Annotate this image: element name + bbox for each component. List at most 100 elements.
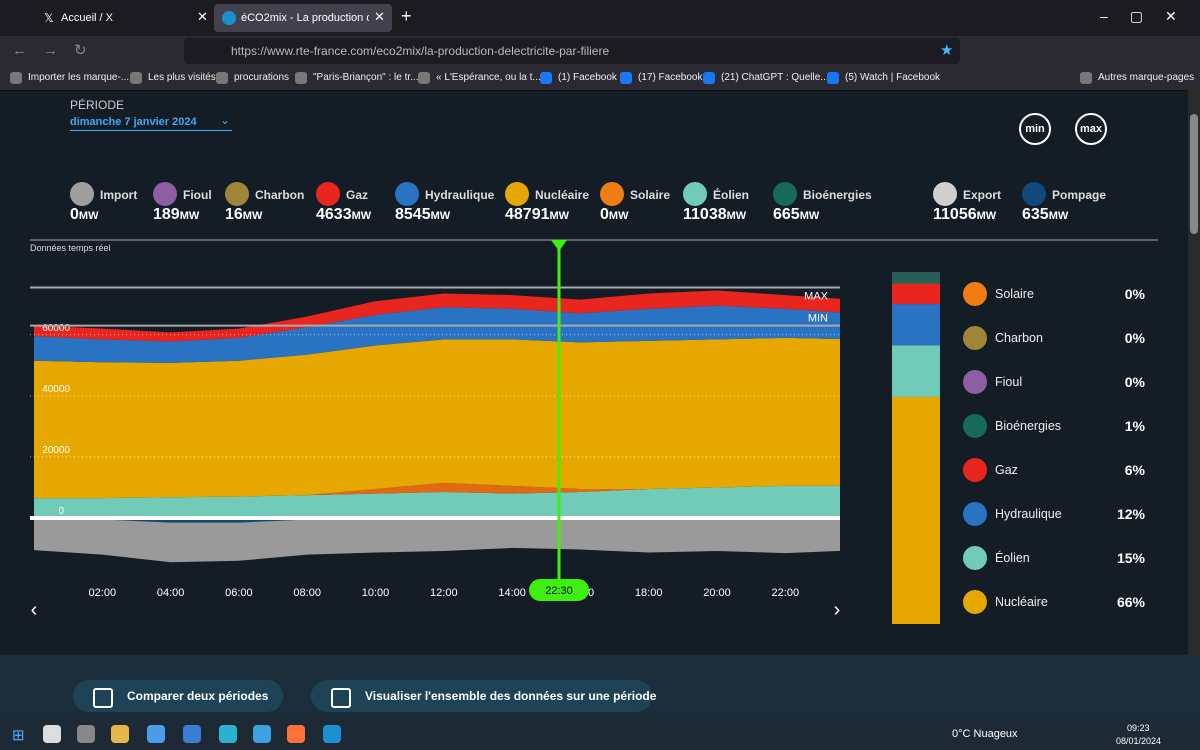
reference-label: MIN [808, 313, 828, 325]
x-tick-label: 22:00 [772, 587, 800, 599]
source-value: 189MW [153, 206, 199, 224]
taskbar-app[interactable] [111, 725, 129, 743]
chevron-left: ‹ [31, 599, 38, 621]
source-icon [395, 182, 419, 206]
taskbar-app[interactable] [77, 725, 95, 743]
window-controls[interactable]: –▢✕ [1100, 8, 1199, 24]
tab-icon: 𝕏 [44, 11, 54, 25]
mix-icon [963, 370, 987, 394]
taskbar: ⊞ 0°C Nuageux 09:23 08/01/2024 [0, 718, 1200, 750]
nav-buttons[interactable]: ←→↻ [12, 42, 103, 59]
bookmark[interactable]: (1) Facebook [558, 72, 617, 83]
taskbar-app[interactable] [253, 725, 271, 743]
value: 0 [600, 206, 609, 223]
bookmark-star[interactable]: ★ [940, 42, 954, 59]
mix-value: 66% [1116, 594, 1145, 610]
taskbar-app[interactable] [43, 725, 61, 743]
bookmark-icon [130, 72, 142, 84]
mix-name: Nucléaire [995, 595, 1048, 609]
min-button[interactable]: min [1019, 113, 1051, 145]
bookmark[interactable]: "Paris-Briançon" : le tr... [313, 72, 419, 83]
bookmark-icon [703, 72, 715, 84]
source-value: 0MW [70, 206, 98, 224]
taskbar-app[interactable] [219, 725, 237, 743]
taskbar-app[interactable] [147, 725, 165, 743]
scrollbar[interactable] [1188, 90, 1200, 655]
date: 08/01/2024 [1116, 736, 1162, 746]
close-tab[interactable]: ✕ [197, 9, 208, 24]
mix-value: 1% [1124, 418, 1145, 434]
source-value: 11038MW [683, 206, 746, 224]
bookmark[interactable]: Importer les marque-... [28, 72, 130, 83]
source-name: Fioul [183, 188, 212, 202]
scroll-thumb[interactable] [1190, 114, 1198, 234]
action-button[interactable]: Comparer deux périodes [73, 680, 283, 712]
area-4 [34, 290, 840, 342]
bookmark[interactable]: Les plus visités [148, 72, 216, 83]
source-icon [773, 182, 797, 206]
mix-name: Hydraulique [995, 507, 1062, 521]
mix-segment [892, 345, 940, 397]
bookmark[interactable]: (21) ChatGPT : Quelle... [721, 72, 829, 83]
tab[interactable] [36, 4, 212, 32]
source-icon [505, 182, 529, 206]
start-button[interactable]: ⊞ [12, 727, 25, 744]
bookmark-icon [620, 72, 632, 84]
mix-name: Gaz [995, 463, 1018, 477]
area-0 [34, 485, 840, 518]
nav-bar: ←→↻ https://www.rte-france.com/eco2mix/l… [0, 36, 1200, 66]
area-6 [34, 518, 840, 563]
mix-icon [963, 414, 987, 438]
url-bar[interactable] [184, 38, 960, 64]
mix-icon [963, 590, 987, 614]
source-name: Hydraulique [425, 188, 495, 202]
cursor-pill [529, 579, 589, 601]
source-icon [225, 182, 249, 206]
mix-icon [963, 282, 987, 306]
source-icon [933, 182, 957, 206]
taskbar-app[interactable] [323, 725, 341, 743]
bookmark[interactable]: Autres marque-pages [1098, 72, 1195, 83]
x-tick-label: 02:00 [89, 587, 117, 599]
mix-name: Solaire [995, 287, 1034, 301]
source-value: 0MW [600, 206, 628, 224]
mix-icon [963, 546, 987, 570]
bookmark[interactable]: « L'Espérance, ou la t... [436, 72, 541, 83]
area-3 [34, 305, 840, 363]
bookmark-icon [827, 72, 839, 84]
area-1 [34, 482, 840, 499]
value: 11056 [933, 206, 977, 223]
x-tick-label: 18:00 [635, 587, 663, 599]
max-button[interactable]: max [1075, 113, 1107, 145]
value: 665 [773, 206, 800, 223]
date-select[interactable]: dimanche 7 janvier 2024 [70, 116, 232, 131]
action-button[interactable]: Visualiser l'ensemble des données sur un… [311, 680, 656, 712]
tab-active[interactable] [214, 4, 392, 32]
taskbar-app[interactable] [183, 725, 201, 743]
source-name: Import [100, 188, 138, 202]
unit: MW [608, 210, 629, 222]
x-tick-label: 20:00 [703, 587, 731, 599]
unit: MW [179, 210, 200, 222]
unit: MW [549, 210, 570, 222]
source-icon [600, 182, 624, 206]
new-tab[interactable]: + [401, 6, 412, 26]
bookmark[interactable]: procurations [234, 72, 290, 83]
mix-icon [963, 458, 987, 482]
value: 0 [70, 206, 79, 223]
close-tab[interactable]: ✕ [374, 9, 385, 24]
bookmark[interactable]: (5) Watch | Facebook [845, 72, 941, 83]
bookmark[interactable]: (17) Facebook [638, 72, 703, 83]
tab-icon [222, 11, 236, 25]
button-icon [331, 688, 351, 708]
bookmark-icon [1080, 72, 1092, 84]
x-tick-label: 12:00 [430, 587, 458, 599]
plot [34, 290, 840, 563]
tab-bar: 𝕏 Accueil / X éCO2mix - La production d'… [0, 0, 1200, 36]
bookmark-icon [216, 72, 228, 84]
unit: MW [799, 210, 820, 222]
mix-value: 0% [1124, 286, 1145, 302]
taskbar-app[interactable] [287, 725, 305, 743]
source-name: Charbon [255, 188, 305, 202]
unit: MW [78, 210, 99, 222]
